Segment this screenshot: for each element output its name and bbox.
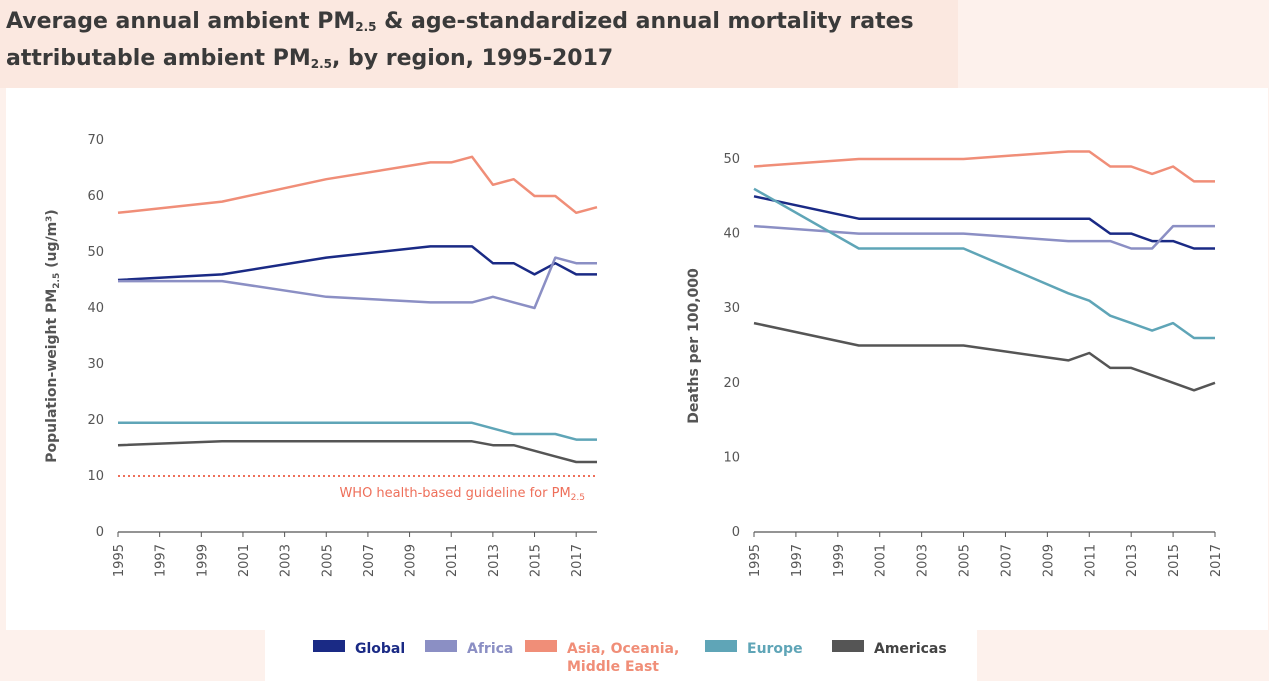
x-tick-label: 2007 [362, 544, 377, 577]
title-line2-subscript: 2.5 [310, 57, 333, 71]
legend-swatch-europe [705, 640, 737, 652]
y-tick-label: 10 [723, 450, 740, 465]
legend-label-line1: Global [355, 641, 406, 657]
chart-left: 0 10 20 30 40 50 60 70 1995 1997 1999 2001 2003 2005 2… [44, 133, 598, 577]
legend-swatch-global [313, 640, 345, 652]
y-tick-label: 0 [732, 525, 740, 540]
x-tick-label: 2003 [279, 544, 294, 577]
y-tick-label: 50 [87, 245, 104, 260]
y-axis-title-units: (ug/m³) [44, 209, 60, 273]
x-tick-label: 2017 [1209, 544, 1224, 577]
legend-label-line1: Europe [747, 641, 803, 657]
x-tick-label: 2009 [1041, 544, 1056, 577]
series-line-americas [117, 440, 597, 464]
x-tick-label: 2015 [529, 544, 544, 577]
legend: Global Africa Asia, Oceania, Middle East Eur… [265, 630, 977, 681]
y-tick-label: 20 [87, 413, 104, 428]
who-guideline-label: WHO health-based guideline for PM2.5 [339, 486, 585, 503]
x-tick-label: 2013 [487, 544, 502, 577]
series-line-europe [118, 421, 597, 441]
title-line2: attributable ambient PM2.5, by region, 1… [6, 46, 613, 71]
x-tick-label: 2001 [874, 544, 889, 577]
legend-swatch-asia [525, 640, 557, 652]
legend-label-americas: Americas [874, 640, 947, 658]
x-tick-label: 2003 [916, 544, 931, 577]
y-tick-label: 70 [87, 133, 104, 148]
y-axis-title-subscript: 2.5 [52, 273, 62, 289]
legend-label-line1: Americas [874, 641, 947, 657]
y-tick-label: 30 [87, 357, 104, 372]
x-tick-label: 2005 [958, 544, 973, 577]
series-line-africa [118, 256, 597, 310]
y-tick-label: 20 [723, 376, 740, 391]
x-tick-label: 1999 [832, 544, 847, 577]
chart-right: 0 10 20 30 40 50 1995 1997 1999 2001 2003 2005 2007 2… [686, 150, 1224, 577]
y-axis-title: Population-weight PM2.5 (ug/m³) [44, 209, 62, 462]
y-tick-label: 10 [87, 469, 104, 484]
x-tick-label: 2007 [999, 544, 1014, 577]
series-line-asia [117, 155, 598, 215]
y-tick-label: 40 [87, 301, 104, 316]
x-tick-label: 1995 [748, 544, 763, 577]
title-line2-rest: , by region, 1995-2017 [332, 46, 614, 71]
y-tick-label: 0 [96, 525, 104, 540]
legend-label-line2: Middle East [567, 659, 659, 675]
y-tick-label: 60 [87, 189, 104, 204]
legend-label-global: Global [355, 640, 405, 658]
series-line-americas [753, 321, 1216, 392]
series-line-global [753, 195, 1215, 250]
title-line1-subscript: 2.5 [355, 20, 377, 34]
x-tick-label: 2011 [445, 544, 460, 577]
title-line1-text: Average annual ambient PM [6, 9, 356, 34]
legend-label-africa: Africa [467, 640, 513, 658]
y-tick-label: 30 [723, 301, 740, 316]
x-tick-label: 2005 [320, 544, 335, 577]
who-guideline-label-text: WHO health-based guideline for PM [339, 486, 570, 501]
legend-label-asia: Asia, Oceania, Middle East [567, 640, 679, 676]
y-tick-label: 50 [723, 152, 740, 167]
legend-label-line1: Africa [467, 641, 514, 657]
x-tick-label: 1995 [112, 544, 127, 577]
x-tick-label: 2015 [1167, 544, 1182, 577]
x-tick-label: 2001 [237, 544, 252, 577]
x-tick-label: 2017 [570, 544, 585, 577]
legend-swatch-americas [832, 640, 864, 652]
title-line2-text: attributable ambient PM [6, 46, 311, 71]
charts-svg: 0 10 20 30 40 50 60 70 1995 1997 1999 2001 2003 2005 2… [44, 133, 1224, 577]
title-line1: Average annual ambient PM2.5 & age-stand… [6, 9, 914, 34]
x-tick-label: 2013 [1125, 544, 1140, 577]
legend-swatch-africa [425, 640, 457, 652]
legend-label-europe: Europe [747, 640, 803, 658]
x-tick-label: 1997 [154, 544, 169, 577]
x-tick-label: 2011 [1083, 544, 1098, 577]
who-guideline-label-subscript: 2.5 [571, 493, 585, 503]
chart-title: Average annual ambient PM2.5 & age-stand… [6, 6, 946, 80]
y-axis-title: Deaths per 100,000 [686, 268, 702, 424]
series-line-asia [753, 150, 1215, 183]
x-tick-label: 1999 [195, 544, 210, 577]
legend-label-line1: Asia, Oceania, [567, 641, 680, 657]
y-axis-title-text: Population-weight PM [44, 289, 60, 463]
series-line-europe [753, 187, 1215, 340]
series-line-global [117, 245, 597, 282]
title-band [0, 0, 958, 88]
title-line1-rest: & age-standardized annual mortality rate… [376, 9, 914, 34]
series-line-africa [753, 224, 1215, 250]
x-tick-label: 1997 [790, 544, 805, 577]
x-tick-label: 2009 [404, 544, 419, 577]
y-tick-label: 40 [723, 227, 740, 242]
